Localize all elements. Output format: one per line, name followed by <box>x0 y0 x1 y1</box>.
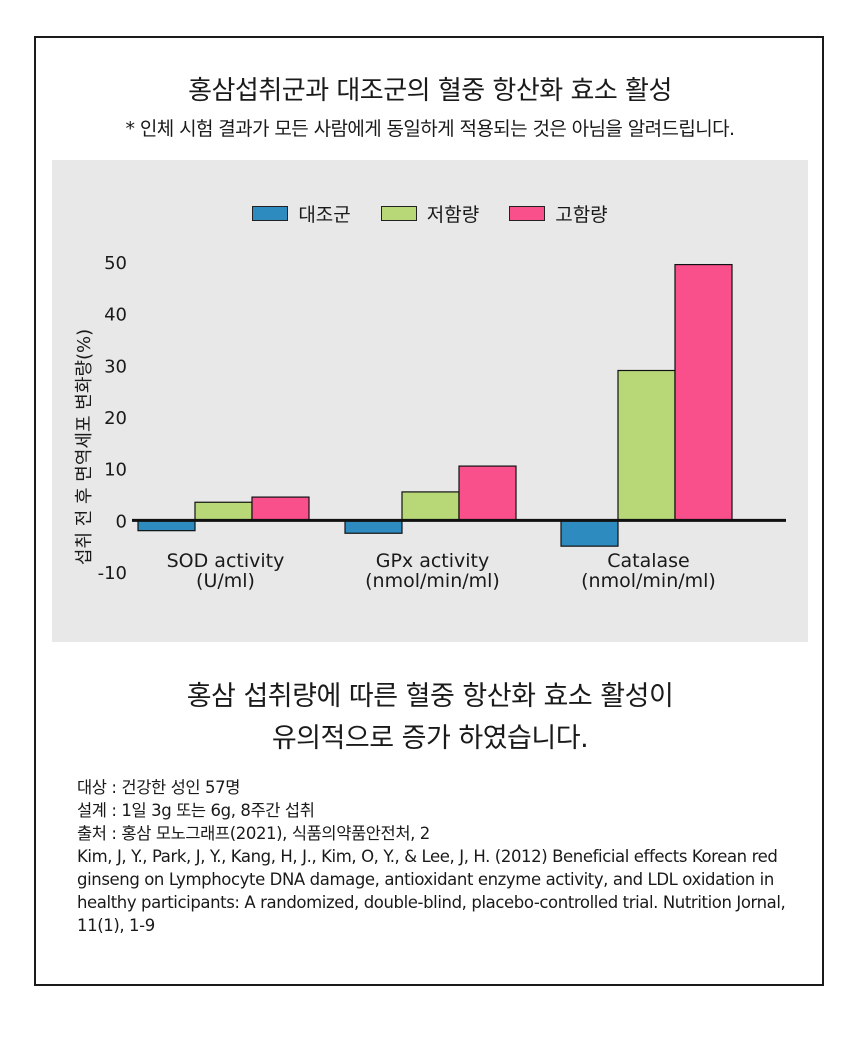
bar <box>674 263 733 521</box>
conclusion-text: 홍삼 섭취량에 따른 혈중 항산화 효소 활성이 유의적으로 증가 하였습니다. <box>0 676 860 760</box>
category-label: Catalase <box>607 550 690 572</box>
legend-label-low-dose: 저함량 <box>426 204 480 226</box>
note-design: 설계 : 1일 3g 또는 6g, 8주간 섭취 <box>77 801 315 820</box>
y-axis-label: 섭취 전 후 면역세포 변화량(%) <box>74 329 95 565</box>
y-tick-label: 0 <box>116 511 127 532</box>
bar-chart: -10 0 10 20 30 40 50 섭취 전 후 면역세포 변화량(%) SOD acti… <box>74 253 786 592</box>
bar <box>617 369 676 521</box>
category-unit-label: (nmol/min/ml) <box>581 570 716 592</box>
bar <box>560 519 619 547</box>
bar <box>194 501 253 521</box>
category-label: SOD activity <box>167 550 285 572</box>
y-tick-label: 30 <box>104 356 127 377</box>
conclusion-line-1: 홍삼 섭취량에 따른 혈중 항산화 효소 활성이 <box>186 681 674 712</box>
bar <box>401 491 460 521</box>
bar <box>458 465 517 521</box>
legend-item-low-dose: 저함량 <box>380 200 480 227</box>
chart-legend: 대조군 저함량 고함량 <box>0 200 860 227</box>
legend-swatch-control <box>252 206 289 221</box>
y-tick-label: 10 <box>104 460 127 481</box>
note-subjects: 대상 : 건강한 성인 57명 <box>77 778 240 797</box>
legend-label-high-dose: 고함량 <box>555 204 608 226</box>
legend-item-control: 대조군 <box>252 200 351 227</box>
category-label: GPx activity <box>376 550 490 572</box>
content-frame <box>34 36 824 986</box>
legend-item-high-dose: 고함량 <box>509 200 608 227</box>
note-reference: Kim, J, Y., Park, J, Y., Kang, H, J., Ki… <box>77 847 786 935</box>
category-unit-label: (nmol/min/ml) <box>365 570 500 592</box>
bar <box>137 519 196 532</box>
disclaimer-text: * 인체 시험 결과가 모든 사람에게 동일하게 적용되는 것은 아님을 알려드… <box>125 118 736 140</box>
y-tick-label: 50 <box>104 253 127 274</box>
conclusion-line-2: 유의적으로 증가 하였습니다. <box>271 723 589 754</box>
page-title: 홍삼섭취군과 대조군의 혈중 항산화 효소 활성 <box>188 76 672 106</box>
legend-swatch-high-dose <box>509 206 546 221</box>
category-unit-label: (U/ml) <box>196 570 255 592</box>
y-tick-label: 20 <box>104 408 127 429</box>
legend-label-control: 대조군 <box>298 204 351 226</box>
legend-swatch-low-dose <box>380 206 417 221</box>
bar <box>251 496 310 521</box>
y-tick-label: 40 <box>104 305 127 326</box>
bar <box>344 519 403 534</box>
y-tick-label: -10 <box>98 563 127 584</box>
study-notes: 대상 : 건강한 성인 57명 설계 : 1일 3g 또는 6g, 8주간 섭취… <box>77 776 817 937</box>
note-source: 출처 : 홍삼 모노그래프(2021), 식품의약품안전처, 2 <box>77 824 430 843</box>
